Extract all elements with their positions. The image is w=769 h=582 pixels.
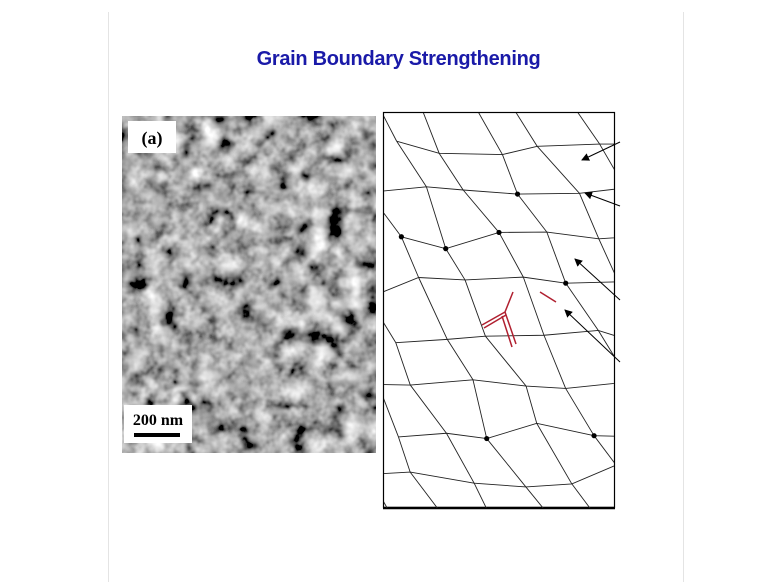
- grain-boundary: [641, 144, 669, 202]
- panel-label: (a): [142, 128, 163, 149]
- figure-area: (a) 200 nm: [0, 0, 769, 582]
- page: {"header": {"title": "Grain Boundary Str…: [0, 0, 769, 582]
- grain-boundary: [664, 335, 689, 383]
- grain-boundary: [669, 155, 704, 202]
- grain-boundary: [665, 436, 690, 477]
- grain-boundary: [669, 202, 693, 239]
- junction-dot: [666, 200, 671, 205]
- scale-label: 200 nm: [133, 412, 184, 429]
- grain-boundary: [664, 384, 690, 436]
- grain-boundary: [676, 93, 703, 155]
- body: Grain Boundary Strengthening (a) 200 nm …: [0, 0, 769, 582]
- grain-boundary: [676, 288, 689, 336]
- junction-dot: [591, 433, 596, 438]
- grain-boundary: [649, 236, 676, 288]
- junction-dot: [639, 434, 644, 439]
- grain-boundary: [398, 515, 691, 532]
- junction-dot: [572, 105, 577, 110]
- grain-boundary: [618, 282, 644, 345]
- grain-boundary: [630, 382, 641, 437]
- junction-dot: [399, 234, 404, 239]
- grain-boundary: [373, 93, 676, 111]
- junction-dot: [496, 230, 501, 235]
- scale-bar: [134, 433, 180, 437]
- micrograph-texture: [122, 116, 376, 453]
- grain-boundary: [625, 188, 649, 236]
- grain-boundary: [625, 96, 641, 144]
- slide: Grain Boundary Strengthening (a) 200 nm: [0, 0, 769, 582]
- grain-boundary: [665, 477, 691, 527]
- grain-diagram: [384, 113, 615, 508]
- junction-dot: [515, 191, 520, 196]
- grain-boundary: [641, 437, 665, 477]
- junction-dot: [484, 436, 489, 441]
- junction-dot: [563, 281, 568, 286]
- grain-boundary: [645, 345, 664, 384]
- grain-boundary: [676, 239, 693, 288]
- grain-boundary: [616, 465, 648, 522]
- junction-dot: [443, 246, 448, 251]
